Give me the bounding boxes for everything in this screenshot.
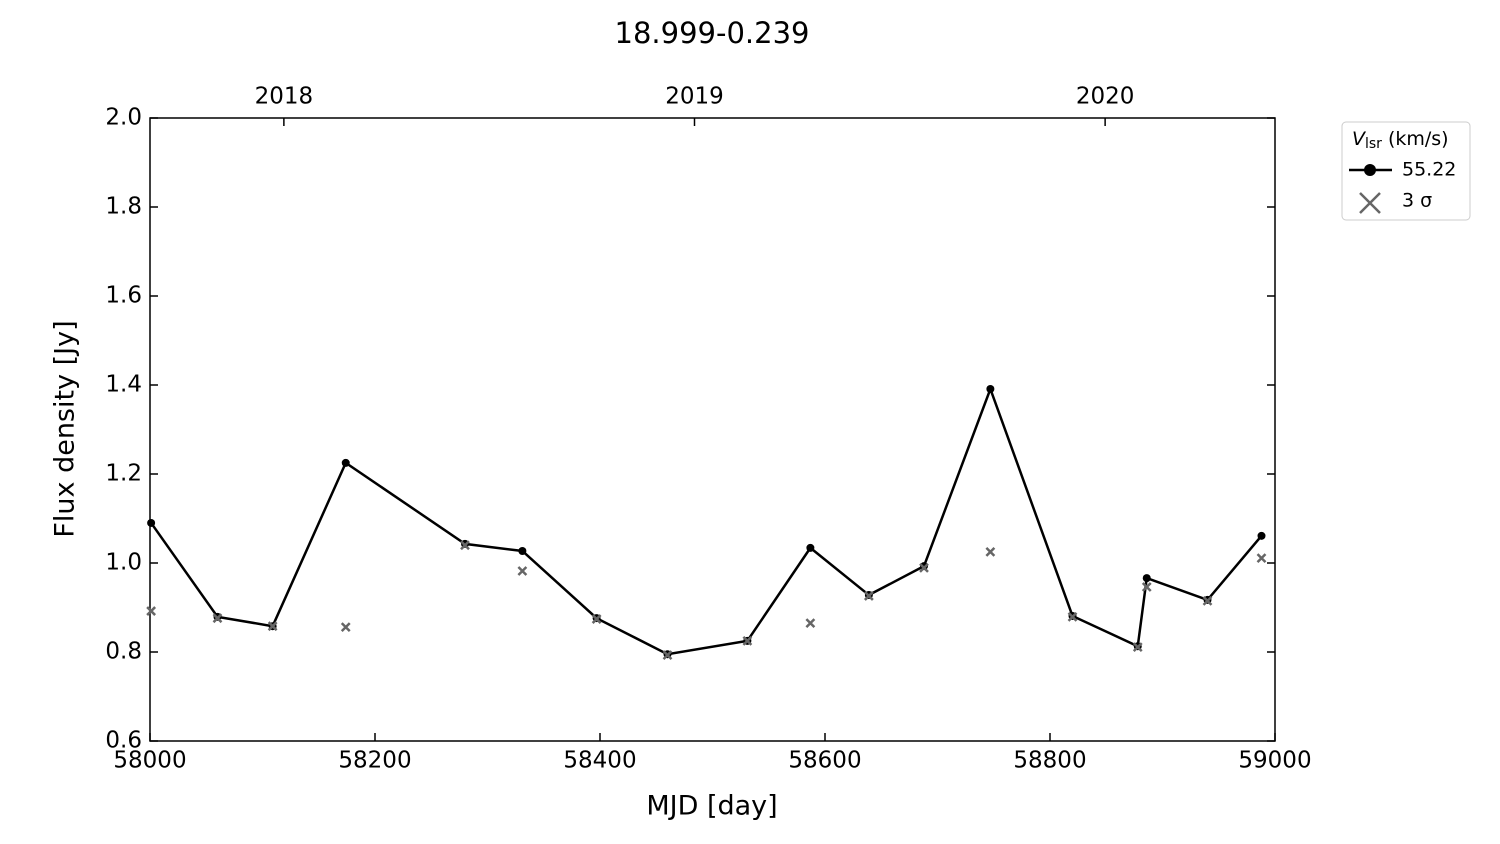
sigma-marker — [460, 540, 470, 551]
y-axis-label: Flux density [Jy] — [50, 320, 81, 537]
y-tick-label: 1.4 — [105, 372, 142, 398]
data-point — [806, 543, 815, 552]
sigma-marker — [805, 618, 816, 628]
legend-title-symbol: V — [1352, 128, 1367, 150]
sigma-marker — [1132, 642, 1143, 652]
sigma-marker — [517, 566, 528, 576]
data-point — [920, 562, 928, 571]
legend-dot — [1364, 164, 1376, 176]
x-axis-label: MJD [day] — [646, 791, 777, 822]
y-tick-label: 1.2 — [105, 461, 142, 487]
sigma-marker — [146, 606, 157, 616]
sigma-marker — [1067, 611, 1078, 622]
x-tick-label: 58400 — [563, 748, 636, 774]
data-point — [147, 518, 156, 527]
data-point — [1142, 574, 1151, 583]
data-point — [341, 458, 350, 467]
sigma-marker — [919, 563, 929, 573]
sigma-marker — [662, 650, 673, 660]
data-point — [986, 385, 995, 394]
sigma-marker — [985, 546, 996, 557]
sigma-marker — [1202, 595, 1213, 606]
legend-box — [1341, 121, 1471, 221]
x-tick-label: 59000 — [1238, 748, 1311, 774]
legend-cross — [1359, 192, 1381, 214]
x-tick-label: 58000 — [113, 748, 186, 774]
legend: Vlsr (km/s) — [1341, 121, 1471, 221]
y-tick-label: 1.6 — [105, 283, 142, 309]
y-tick-label: 2.0 — [105, 105, 142, 131]
x2-tick-label: 2019 — [665, 84, 724, 110]
sigma-marker — [1256, 553, 1267, 563]
x-tick-label: 58600 — [788, 748, 861, 774]
sigma-marker — [1141, 582, 1152, 592]
sigma-marker — [267, 621, 278, 632]
legend-label: 55.22 — [1402, 159, 1456, 181]
x2-tick-label: 2018 — [255, 84, 314, 110]
y-tick-label: 1.0 — [105, 550, 142, 576]
legend-title-subscript: lsr — [1365, 136, 1382, 152]
data-point — [518, 546, 527, 555]
sigma-marker — [863, 591, 874, 601]
sigma-marker — [591, 614, 602, 624]
x2-tick-label: 2020 — [1076, 84, 1135, 110]
data-point — [1257, 531, 1266, 540]
chart-title: 18.999-0.239 — [615, 16, 810, 50]
plot-frame — [149, 117, 1276, 742]
legend-title: Vlsr (km/s) — [1352, 128, 1449, 153]
x-tick-label: 58800 — [1013, 748, 1086, 774]
legend-title-unit: (km/s) — [1388, 128, 1449, 150]
legend-label: 3 σ — [1402, 190, 1432, 212]
y-tick-label: 0.6 — [105, 728, 142, 754]
sigma-marker — [340, 622, 351, 632]
sigma-marker — [212, 613, 223, 624]
y-tick-label: 1.8 — [105, 194, 142, 220]
sigma-marker — [742, 635, 753, 646]
series-line — [150, 385, 1263, 656]
y-tick-label: 0.8 — [105, 639, 142, 665]
x-tick-label: 58200 — [338, 748, 411, 774]
